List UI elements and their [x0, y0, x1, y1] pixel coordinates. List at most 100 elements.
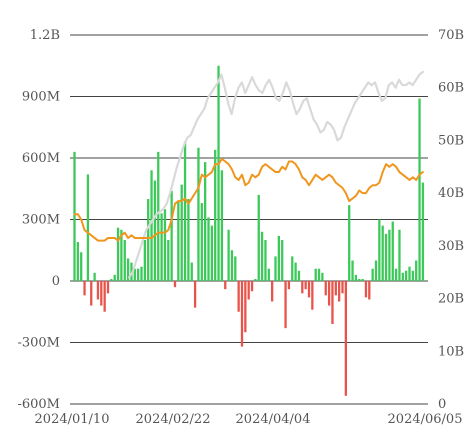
bar-positive	[411, 270, 414, 281]
bar-positive	[260, 231, 264, 281]
right-axis-tick-label: 50B	[438, 133, 464, 148]
bar-negative	[237, 281, 240, 312]
bar-negative	[307, 281, 311, 298]
bar-positive	[140, 266, 143, 281]
bar-negative	[338, 281, 341, 302]
bar-positive	[374, 260, 378, 281]
bar-positive	[180, 184, 183, 281]
bar-positive	[190, 262, 193, 281]
bar-negative	[244, 281, 247, 333]
bar-positive	[150, 170, 153, 281]
bar-positive	[73, 151, 76, 281]
left-axis-tick-label: 1.2B	[30, 28, 60, 43]
bar-positive	[348, 205, 351, 281]
grid-layer	[70, 34, 428, 405]
bar-positive	[421, 182, 425, 281]
bar-positive	[314, 268, 317, 281]
bar-positive	[405, 270, 408, 281]
bar-positive	[394, 268, 398, 281]
bar-positive	[200, 203, 203, 281]
bar-negative	[331, 281, 334, 325]
bar-positive	[113, 274, 116, 281]
bar-positive	[254, 278, 257, 281]
bar-positive	[351, 260, 354, 281]
bar-negative	[90, 281, 93, 306]
left-axis-tick-label: 900M	[22, 90, 60, 105]
bar-positive	[153, 180, 157, 281]
bar-negative	[83, 281, 86, 296]
bar-positive	[391, 221, 394, 281]
left-axis-tick-label: 300M	[22, 213, 60, 228]
bar-positive	[384, 233, 388, 281]
bar-positive	[183, 141, 187, 281]
gray-series-line	[128, 70, 424, 279]
bar-negative	[287, 281, 291, 290]
bar-positive	[227, 229, 230, 281]
bar-positive	[116, 227, 120, 281]
bar-positive	[204, 162, 207, 281]
tick-layer: -600M -300M 0 300M 600M 900M 1.2B 0 10B 20B 30B 40B…	[17, 28, 464, 427]
bar-positive	[358, 278, 361, 281]
bar-positive	[163, 209, 167, 281]
bar-positive	[230, 250, 234, 281]
bar-negative	[106, 281, 110, 294]
bar-positive	[291, 256, 294, 281]
bar-positive	[110, 278, 113, 281]
bar-negative	[364, 281, 368, 298]
bar-positive	[170, 190, 173, 281]
bar-positive	[177, 201, 180, 281]
bar-positive	[187, 199, 190, 281]
bar-layer	[73, 65, 425, 396]
bar-positive	[257, 194, 260, 281]
bar-negative	[327, 281, 331, 306]
bar-positive	[130, 262, 133, 281]
bar-positive	[120, 229, 123, 281]
left-axis-tick-label: -300M	[17, 336, 60, 351]
bar-positive	[220, 170, 224, 281]
bar-negative	[311, 281, 314, 310]
x-axis-tick-label: 2024/04/04	[236, 412, 311, 427]
bar-positive	[76, 242, 79, 281]
bar-negative	[250, 281, 254, 292]
bar-negative	[271, 281, 274, 302]
bar-positive	[294, 262, 297, 281]
right-axis-tick-label: 10B	[438, 344, 464, 359]
bar-positive	[281, 240, 284, 281]
bar-positive	[297, 270, 301, 281]
bar-positive	[234, 256, 237, 281]
bar-negative	[304, 281, 307, 290]
bar-positive	[123, 240, 126, 281]
bar-negative	[103, 281, 106, 312]
bar-positive	[354, 274, 358, 281]
bar-negative	[193, 281, 197, 308]
bar-positive	[418, 98, 421, 281]
left-axis-tick-label: 0	[52, 274, 60, 289]
bar-negative	[240, 281, 244, 347]
bar-positive	[381, 225, 384, 281]
bar-negative	[344, 281, 347, 396]
bar-positive	[415, 260, 418, 281]
bar-positive	[157, 151, 160, 281]
bar-negative	[173, 281, 177, 288]
bar-positive	[401, 272, 404, 281]
bar-positive	[197, 147, 200, 281]
right-axis-tick-label: 0	[438, 397, 446, 412]
bar-negative	[284, 281, 287, 329]
bar-positive	[267, 268, 270, 281]
bar-positive	[264, 240, 267, 281]
left-axis-tick-label: -600M	[17, 397, 60, 412]
right-axis-tick-label: 70B	[438, 28, 464, 43]
bar-positive	[210, 225, 213, 281]
bar-positive	[321, 272, 324, 281]
bar-negative	[368, 281, 371, 300]
bar-positive	[214, 149, 217, 281]
bar-positive	[167, 240, 170, 281]
line-layer	[73, 70, 424, 279]
bar-positive	[86, 174, 90, 281]
bar-positive	[277, 235, 280, 281]
bar-positive	[408, 266, 411, 281]
bar-positive	[137, 268, 140, 281]
left-axis-tick-label: 600M	[22, 151, 60, 166]
bar-positive	[217, 65, 220, 281]
